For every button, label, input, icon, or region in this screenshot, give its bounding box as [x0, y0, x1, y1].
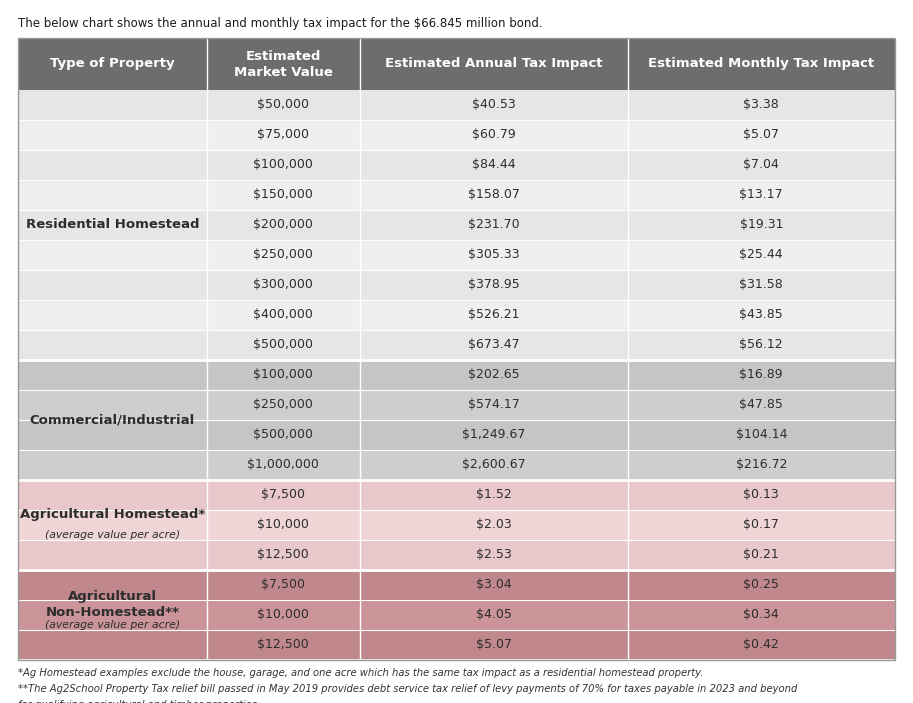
Text: $0.13: $0.13 — [743, 489, 779, 501]
Text: $4.05: $4.05 — [476, 609, 511, 621]
Text: $673.47: $673.47 — [468, 339, 519, 352]
Text: $7,500: $7,500 — [261, 579, 305, 591]
Bar — [18, 300, 895, 330]
Text: $0.21: $0.21 — [743, 548, 779, 562]
Bar — [18, 630, 895, 660]
Text: $43.85: $43.85 — [740, 309, 783, 321]
Text: $0.17: $0.17 — [743, 519, 779, 531]
Text: $104.14: $104.14 — [736, 429, 787, 441]
Bar — [18, 240, 895, 270]
Bar — [18, 450, 895, 480]
Text: $5.07: $5.07 — [743, 129, 780, 141]
Text: $500,000: $500,000 — [253, 429, 313, 441]
Text: $5.07: $5.07 — [476, 638, 512, 652]
Bar — [18, 90, 895, 120]
Text: Residential Homestead: Residential Homestead — [26, 219, 199, 231]
Text: $1,249.67: $1,249.67 — [462, 429, 526, 441]
Text: $12,500: $12,500 — [257, 638, 310, 652]
Text: $19.31: $19.31 — [740, 219, 783, 231]
Text: $202.65: $202.65 — [468, 368, 519, 382]
Text: $231.70: $231.70 — [468, 219, 519, 231]
Text: $0.42: $0.42 — [743, 638, 779, 652]
Text: $400,000: $400,000 — [253, 309, 313, 321]
Text: $10,000: $10,000 — [257, 519, 310, 531]
Text: $3.38: $3.38 — [743, 98, 779, 112]
Text: Agricultural
Non-Homestead**: Agricultural Non-Homestead** — [46, 590, 179, 619]
Bar — [18, 600, 895, 630]
Text: Type of Property: Type of Property — [50, 58, 174, 70]
Text: $12,500: $12,500 — [257, 548, 310, 562]
Text: The below chart shows the annual and monthly tax impact for the $66.845 million : The below chart shows the annual and mon… — [18, 16, 542, 30]
Text: $40.53: $40.53 — [472, 98, 516, 112]
Text: $25.44: $25.44 — [740, 248, 783, 262]
Text: (average value per acre): (average value per acre) — [45, 621, 180, 631]
Text: $216.72: $216.72 — [736, 458, 787, 472]
Bar — [18, 420, 895, 450]
Text: $13.17: $13.17 — [740, 188, 783, 202]
Text: $1,000,000: $1,000,000 — [247, 458, 320, 472]
Text: $3.04: $3.04 — [476, 579, 511, 591]
Text: $7,500: $7,500 — [261, 489, 305, 501]
Bar — [18, 38, 895, 660]
Text: $60.79: $60.79 — [472, 129, 516, 141]
Text: $47.85: $47.85 — [740, 399, 783, 411]
Bar — [18, 540, 895, 570]
Bar — [18, 210, 895, 240]
Text: $75,000: $75,000 — [257, 129, 310, 141]
Text: $574.17: $574.17 — [467, 399, 519, 411]
Text: $16.89: $16.89 — [740, 368, 783, 382]
Bar — [18, 120, 895, 150]
Text: (average value per acre): (average value per acre) — [45, 531, 180, 541]
Text: $158.07: $158.07 — [467, 188, 519, 202]
Text: $0.25: $0.25 — [743, 579, 779, 591]
Text: $56.12: $56.12 — [740, 339, 783, 352]
Text: $250,000: $250,000 — [253, 248, 313, 262]
Text: $1.52: $1.52 — [476, 489, 511, 501]
Bar — [18, 360, 895, 390]
Text: $378.95: $378.95 — [467, 278, 519, 292]
Text: $84.44: $84.44 — [472, 158, 516, 172]
Text: Agricultural Homestead*: Agricultural Homestead* — [20, 508, 205, 521]
Text: Estimated Monthly Tax Impact: Estimated Monthly Tax Impact — [648, 58, 875, 70]
Bar — [18, 390, 895, 420]
Text: $50,000: $50,000 — [257, 98, 310, 112]
Bar — [18, 150, 895, 180]
Text: $305.33: $305.33 — [468, 248, 519, 262]
Text: Estimated
Market Value: Estimated Market Value — [234, 49, 332, 79]
Text: $31.58: $31.58 — [740, 278, 783, 292]
Text: $250,000: $250,000 — [253, 399, 313, 411]
Text: $100,000: $100,000 — [253, 158, 313, 172]
Text: $200,000: $200,000 — [253, 219, 313, 231]
Text: $7.04: $7.04 — [743, 158, 779, 172]
Text: **The Ag2School Property Tax relief bill passed in May 2019 provides debt servic: **The Ag2School Property Tax relief bill… — [18, 684, 797, 694]
Bar — [18, 180, 895, 210]
Text: $150,000: $150,000 — [253, 188, 313, 202]
Bar — [18, 270, 895, 300]
Text: *Ag Homestead examples exclude the house, garage, and one acre which has the sam: *Ag Homestead examples exclude the house… — [18, 668, 703, 678]
Text: $300,000: $300,000 — [253, 278, 313, 292]
Text: $2.53: $2.53 — [476, 548, 511, 562]
Bar — [18, 38, 895, 90]
Bar — [18, 480, 895, 510]
Text: $500,000: $500,000 — [253, 339, 313, 352]
Text: for qualifying agricultural and timber properties: for qualifying agricultural and timber p… — [18, 700, 257, 703]
Bar — [18, 330, 895, 360]
Text: $2,600.67: $2,600.67 — [462, 458, 526, 472]
Text: $10,000: $10,000 — [257, 609, 310, 621]
Text: $100,000: $100,000 — [253, 368, 313, 382]
Text: $0.34: $0.34 — [743, 609, 779, 621]
Text: Commercial/Industrial: Commercial/Industrial — [29, 413, 194, 427]
Text: Estimated Annual Tax Impact: Estimated Annual Tax Impact — [385, 58, 603, 70]
Text: $2.03: $2.03 — [476, 519, 511, 531]
Bar — [18, 570, 895, 600]
Text: $526.21: $526.21 — [468, 309, 519, 321]
Bar — [18, 510, 895, 540]
